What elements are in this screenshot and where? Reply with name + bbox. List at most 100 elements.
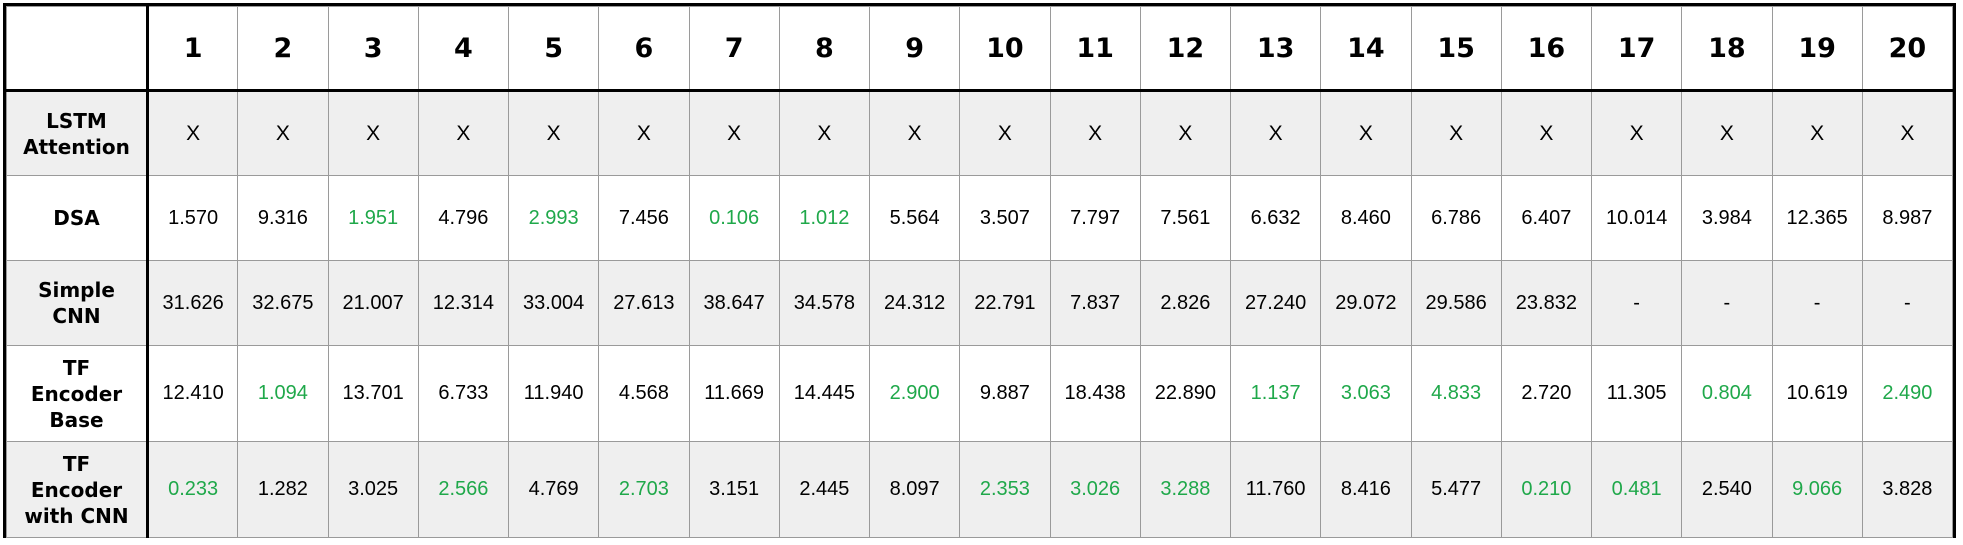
- corner-cell: [6, 6, 149, 92]
- row-label-line: Encoder: [30, 477, 123, 502]
- table-cell: 27.613: [598, 260, 690, 346]
- table-cell: 6.733: [417, 345, 510, 442]
- table-cell: 7.456: [598, 175, 690, 261]
- table-cell: 2.720: [1500, 345, 1593, 442]
- column-header: 9: [868, 6, 961, 92]
- header-row: 1 2 3 4 5 6 7 8 9 10 11 12 13 14 15 16 17 18 19 20: [6, 6, 1954, 92]
- column-header: 13: [1229, 6, 1322, 92]
- table-cell: 7.561: [1139, 175, 1232, 261]
- column-header: 11: [1049, 6, 1141, 92]
- row-label-line: with CNN: [24, 503, 129, 528]
- table-cell: X: [1590, 90, 1683, 176]
- table-cell: X: [1500, 90, 1593, 176]
- table-row: DSA 1.570 9.316 1.951 4.796 2.993 7.456 0.106 1.…: [6, 175, 1954, 261]
- table-cell: 12.314: [417, 260, 510, 346]
- table-cell: 1.137: [1229, 345, 1322, 442]
- table-cell: -: [1590, 260, 1683, 346]
- table-cell: 3.025: [327, 441, 419, 538]
- table-cell: 0.804: [1681, 345, 1773, 442]
- column-header: 20: [1861, 6, 1954, 92]
- table-cell: 2.566: [417, 441, 510, 538]
- column-header: 2: [237, 6, 329, 92]
- column-header: 7: [688, 6, 780, 92]
- table-cell: 18.438: [1049, 345, 1141, 442]
- row-label: LSTM Attention: [6, 90, 149, 176]
- table-cell: 33.004: [507, 260, 600, 346]
- row-label: TF Encoder with CNN: [6, 441, 149, 538]
- table-cell: 12.365: [1771, 175, 1863, 261]
- table-cell: 1.012: [778, 175, 871, 261]
- table-cell: 3.828: [1861, 441, 1954, 538]
- table-cell: X: [1681, 90, 1773, 176]
- table-cell: 1.282: [237, 441, 329, 538]
- table-cell: X: [1139, 90, 1232, 176]
- column-header: 10: [959, 6, 1051, 92]
- table-cell: 6.407: [1500, 175, 1593, 261]
- table-cell: 22.890: [1139, 345, 1232, 442]
- table-cell: 38.647: [688, 260, 780, 346]
- table-cell: 0.210: [1500, 441, 1593, 538]
- row-label-line: TF: [62, 451, 91, 476]
- table-cell: 1.094: [237, 345, 329, 442]
- table-cell: X: [1229, 90, 1322, 176]
- table-row: TF Encoder Base 12.410 1.094 13.701 6.733 11.94…: [6, 345, 1954, 442]
- table-cell: 1.951: [327, 175, 419, 261]
- row-label-line: Encoder: [30, 381, 123, 406]
- table-cell: 2.540: [1681, 441, 1773, 538]
- column-header: 14: [1320, 6, 1412, 92]
- table-cell: 8.097: [868, 441, 961, 538]
- table-cell: X: [959, 90, 1051, 176]
- table-cell: 22.791: [959, 260, 1051, 346]
- column-header: 8: [778, 6, 871, 92]
- table-cell: 11.940: [507, 345, 600, 442]
- column-header: 1: [146, 6, 239, 92]
- table-cell: 5.564: [868, 175, 961, 261]
- table-cell: 24.312: [868, 260, 961, 346]
- table-cell: X: [1771, 90, 1863, 176]
- table-cell: 8.987: [1861, 175, 1954, 261]
- table-cell: 9.066: [1771, 441, 1863, 538]
- table-cell: X: [1049, 90, 1141, 176]
- table-cell: 21.007: [327, 260, 419, 346]
- table-cell: 11.760: [1229, 441, 1322, 538]
- row-label: TF Encoder Base: [6, 345, 149, 442]
- table-cell: 4.568: [598, 345, 690, 442]
- column-header: 16: [1500, 6, 1593, 92]
- row-label-line: DSA: [53, 206, 100, 230]
- column-header: 17: [1590, 6, 1683, 92]
- table-cell: 3.288: [1139, 441, 1232, 538]
- table-cell: 10.014: [1590, 175, 1683, 261]
- table-cell: X: [868, 90, 961, 176]
- results-table-frame: 1 2 3 4 5 6 7 8 9 10 11 12 13 14 15 16 17 18 19 20 LSTM Atte…: [3, 3, 1956, 538]
- column-header: 6: [598, 6, 690, 92]
- table-cell: 7.837: [1049, 260, 1141, 346]
- row-label-line: LSTM: [46, 108, 107, 133]
- row-label-line: CNN: [52, 304, 101, 328]
- table-cell: 34.578: [778, 260, 871, 346]
- table-cell: -: [1771, 260, 1863, 346]
- table-cell: 9.887: [959, 345, 1051, 442]
- table-cell: 1.570: [146, 175, 239, 261]
- table-cell: 2.826: [1139, 260, 1232, 346]
- table-row: TF Encoder with CNN 0.233 1.282 3.025 2.566 4.7…: [6, 441, 1954, 538]
- table-cell: X: [778, 90, 871, 176]
- table-cell: 3.151: [688, 441, 780, 538]
- table-cell: 4.796: [417, 175, 510, 261]
- row-label-line: Base: [49, 407, 104, 432]
- table-cell: -: [1861, 260, 1954, 346]
- table-row: LSTM Attention X X X X X X X X X X X X X X X X X X X X: [6, 90, 1954, 176]
- row-label-line: TF: [62, 355, 91, 380]
- table-cell: 0.233: [146, 441, 239, 538]
- table-cell: 3.507: [959, 175, 1051, 261]
- table-cell: 2.353: [959, 441, 1051, 538]
- row-label-line: Simple: [38, 278, 115, 302]
- table-cell: 27.240: [1229, 260, 1322, 346]
- table-cell: X: [688, 90, 780, 176]
- column-header: 18: [1681, 6, 1773, 92]
- table-cell: 14.445: [778, 345, 871, 442]
- table-header: 1 2 3 4 5 6 7 8 9 10 11 12 13 14 15 16 17 18 19 20: [6, 6, 1954, 92]
- column-header: 3: [327, 6, 419, 92]
- table-cell: 2.490: [1861, 345, 1954, 442]
- table-cell: X: [237, 90, 329, 176]
- results-table: 1 2 3 4 5 6 7 8 9 10 11 12 13 14 15 16 17 18 19 20 LSTM Atte…: [6, 6, 1954, 538]
